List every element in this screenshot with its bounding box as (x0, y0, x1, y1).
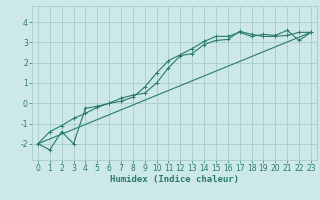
X-axis label: Humidex (Indice chaleur): Humidex (Indice chaleur) (110, 175, 239, 184)
